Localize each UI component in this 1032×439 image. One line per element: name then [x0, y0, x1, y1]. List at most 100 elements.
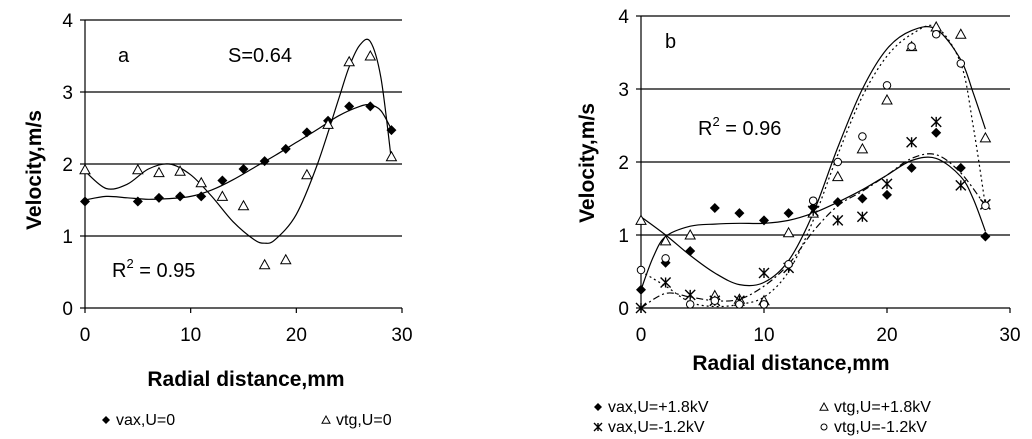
panel-a-point-s1 — [385, 150, 398, 162]
panel-b-point-s0 — [857, 193, 868, 204]
panel-b-point-s3 — [858, 132, 867, 141]
panel-a-trendline-1 — [84, 38, 392, 244]
panel-b-point-s1 — [856, 142, 869, 154]
panel-b-point-s1 — [782, 226, 795, 238]
panel-a-point-s0 — [238, 164, 249, 175]
panel-b-point-s2 — [955, 179, 967, 191]
panel-a-point-s1 — [216, 190, 229, 201]
panel-a-r2: R2 = 0.95 — [112, 256, 195, 282]
panel-b-point-s2 — [635, 302, 647, 314]
panel-b-point-s3 — [833, 157, 843, 167]
panel-b-trendline-2 — [640, 153, 986, 309]
panel-b-point-s0 — [709, 202, 720, 213]
panel-a-point-s1 — [322, 118, 334, 129]
panel-b-point-s3 — [735, 300, 744, 309]
panel-b-point-s0 — [931, 127, 942, 138]
panel-a-ylabel: Velocity,m/s — [23, 110, 46, 230]
panel-a-trendlines — [84, 38, 392, 244]
panel-b-legend-marker-0 — [594, 403, 602, 411]
panel-b-point-s2 — [758, 267, 770, 279]
panel-a-legend-label-1: vtg,U=0 — [336, 412, 392, 429]
panel-b-point-s2 — [856, 211, 868, 223]
panel-b-point-s3 — [882, 81, 892, 90]
panel-b-xlabel: Radial distance,mm — [692, 352, 889, 375]
panel-b-point-s1 — [831, 170, 844, 182]
panel-a-legend: vax,U=0 vtg,U=0 — [102, 412, 392, 429]
panel-b-point-s1 — [930, 20, 943, 32]
panel-b-point-s0 — [980, 231, 991, 242]
panel-a-point-s0 — [386, 125, 397, 136]
panel-a-legend-marker-1 — [321, 414, 331, 424]
panel-a-point-s1 — [364, 49, 377, 61]
panel-b-point-s0 — [832, 197, 843, 208]
panel-b-legend-marker-2 — [593, 422, 603, 432]
panel-b-xtick-label: 20 — [876, 325, 897, 346]
panel-b-point-s3 — [661, 254, 670, 263]
panel-b-point-s2 — [832, 214, 844, 226]
panel-a-ytick-label: 2 — [62, 155, 73, 176]
panel-b-point-s0 — [882, 189, 892, 200]
panel-b-point-s3 — [710, 296, 720, 305]
panel-b-legend: vax,U=+1.8kV vtg,U=+1.8kV vax,U=-1.2kV vtg,… — [593, 399, 931, 436]
panel-a-point-s0 — [175, 191, 186, 202]
panel-a-point-s0 — [196, 191, 207, 202]
panel-b-point-s1 — [635, 214, 647, 225]
panel-b-point-s0 — [906, 162, 917, 173]
panel-b-point-s3 — [685, 300, 695, 309]
panel-b-gridlines — [641, 15, 1010, 236]
panel-b-point-s2 — [684, 289, 696, 301]
panel-a-point-s1 — [153, 166, 165, 178]
panel-b-ytick-label: 4 — [618, 7, 629, 28]
panel-b-point-s0 — [955, 162, 966, 173]
panel-a-point-s0 — [280, 143, 291, 154]
panel-a-ytick-label: 3 — [62, 83, 73, 104]
panel-b-point-s0 — [783, 208, 794, 219]
panel-a-r2-label: R — [112, 260, 126, 282]
panel-a-xtick-label: 0 — [80, 325, 91, 346]
panel-a-point-s0 — [259, 156, 270, 167]
panel-b-trendline-3 — [640, 24, 986, 308]
panel-b-ytick-label: 1 — [618, 226, 629, 247]
panel-b-ticks: 0 1 2 3 4 0 10 20 30 — [618, 7, 1020, 346]
panel-b-point-s0 — [759, 215, 769, 226]
panel-b-xtick-label: 10 — [753, 325, 774, 346]
panel-b-point-s1 — [954, 28, 967, 39]
panel-b-point-s3 — [907, 42, 916, 51]
panel-a-xtick-label: 10 — [180, 325, 201, 346]
panel-a-point-s1 — [258, 258, 271, 270]
panel-a-point-s0 — [217, 175, 228, 186]
panel-b-point-s3 — [808, 196, 818, 205]
panel-a-xtick-label: 20 — [286, 325, 307, 346]
panel-b-point-s3 — [981, 201, 990, 211]
panel-b-point-s3 — [636, 265, 646, 275]
panel-b-point-s0 — [734, 208, 745, 219]
panel-a-legend-label-0: vax,U=0 — [116, 412, 175, 429]
panel-b-legend-label-0: vax,U=+1.8kV — [608, 399, 709, 416]
panel-a-point-s1 — [195, 176, 208, 188]
panel-b-legend-label-2: vax,U=-1.2kV — [608, 419, 705, 436]
panel-b-legend-marker-1 — [819, 401, 829, 411]
panel-b-point-s3 — [956, 59, 966, 68]
panel-a-point-s1 — [79, 163, 91, 175]
panel-a-legend-marker-0 — [102, 416, 110, 424]
panel-a-point-s1 — [174, 165, 186, 176]
panel-b-legend-label-3: vtg,U=-1.2kV — [834, 419, 927, 436]
panel-a-ytick-label: 0 — [62, 299, 73, 320]
panel-b-label: b — [665, 31, 676, 53]
panel-b-ytick-label: 2 — [618, 153, 629, 174]
panel-b-point-s2 — [906, 136, 918, 148]
panel-a-xtick-label: 30 — [391, 325, 412, 346]
panel-a-point-s0 — [301, 127, 312, 138]
panel-a-r2-sup: 2 — [126, 256, 133, 271]
panel-b-trendline-0 — [640, 156, 986, 291]
panel-a-points — [79, 49, 398, 270]
panel-b-point-s1 — [979, 131, 992, 143]
panel-b-ylabel: Velocity,m/s — [576, 103, 599, 223]
panel-a-trendline-0 — [84, 104, 392, 201]
panel-b-point-s3 — [784, 259, 793, 269]
panel-b-legend-marker-3 — [820, 423, 828, 431]
panel-a-point-s0 — [365, 101, 376, 112]
panel-b-point-s1 — [659, 234, 672, 246]
